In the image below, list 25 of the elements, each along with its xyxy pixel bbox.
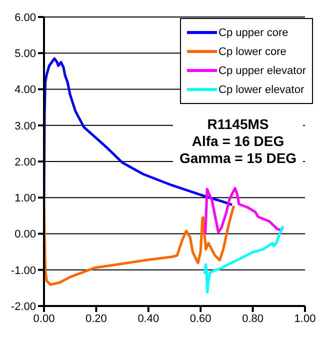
x-tick-label: 0.00 bbox=[33, 312, 55, 325]
y-tick-label: 5.00 bbox=[14, 48, 36, 60]
x-tick-label: 0.60 bbox=[190, 312, 212, 325]
legend-label: Cp lower elevator bbox=[218, 84, 304, 96]
line-series bbox=[204, 186, 284, 235]
y-tick-label: 6.00 bbox=[14, 12, 36, 24]
x-tick-label: 1.00 bbox=[294, 312, 316, 325]
x-tick-label: 0.20 bbox=[85, 312, 107, 325]
line-series bbox=[44, 196, 235, 286]
y-tick-label: 3.00 bbox=[14, 120, 36, 132]
y-tick-label: 4.00 bbox=[14, 84, 36, 96]
annotation: Gamma = 15 DEG bbox=[178, 150, 298, 167]
y-tick-label: 2.00 bbox=[14, 156, 36, 168]
annotation: Alfa = 16 DEG bbox=[190, 133, 286, 150]
y-tick-label: 1.00 bbox=[14, 192, 36, 205]
line-series bbox=[204, 224, 284, 294]
x-tick-label: 0.80 bbox=[242, 312, 264, 325]
legend-label: Cp upper elevator bbox=[218, 64, 306, 76]
y-tick-label: 0.00 bbox=[14, 228, 36, 241]
y-tick-label: -1.00 bbox=[10, 264, 36, 277]
y-tick-label: -2.00 bbox=[10, 300, 36, 313]
legend-label: Cp lower core bbox=[218, 46, 286, 58]
x-tick-label: 0.40 bbox=[138, 312, 160, 325]
annotation: R1145MS bbox=[206, 116, 270, 133]
legend-label: Cp upper core bbox=[218, 26, 288, 38]
